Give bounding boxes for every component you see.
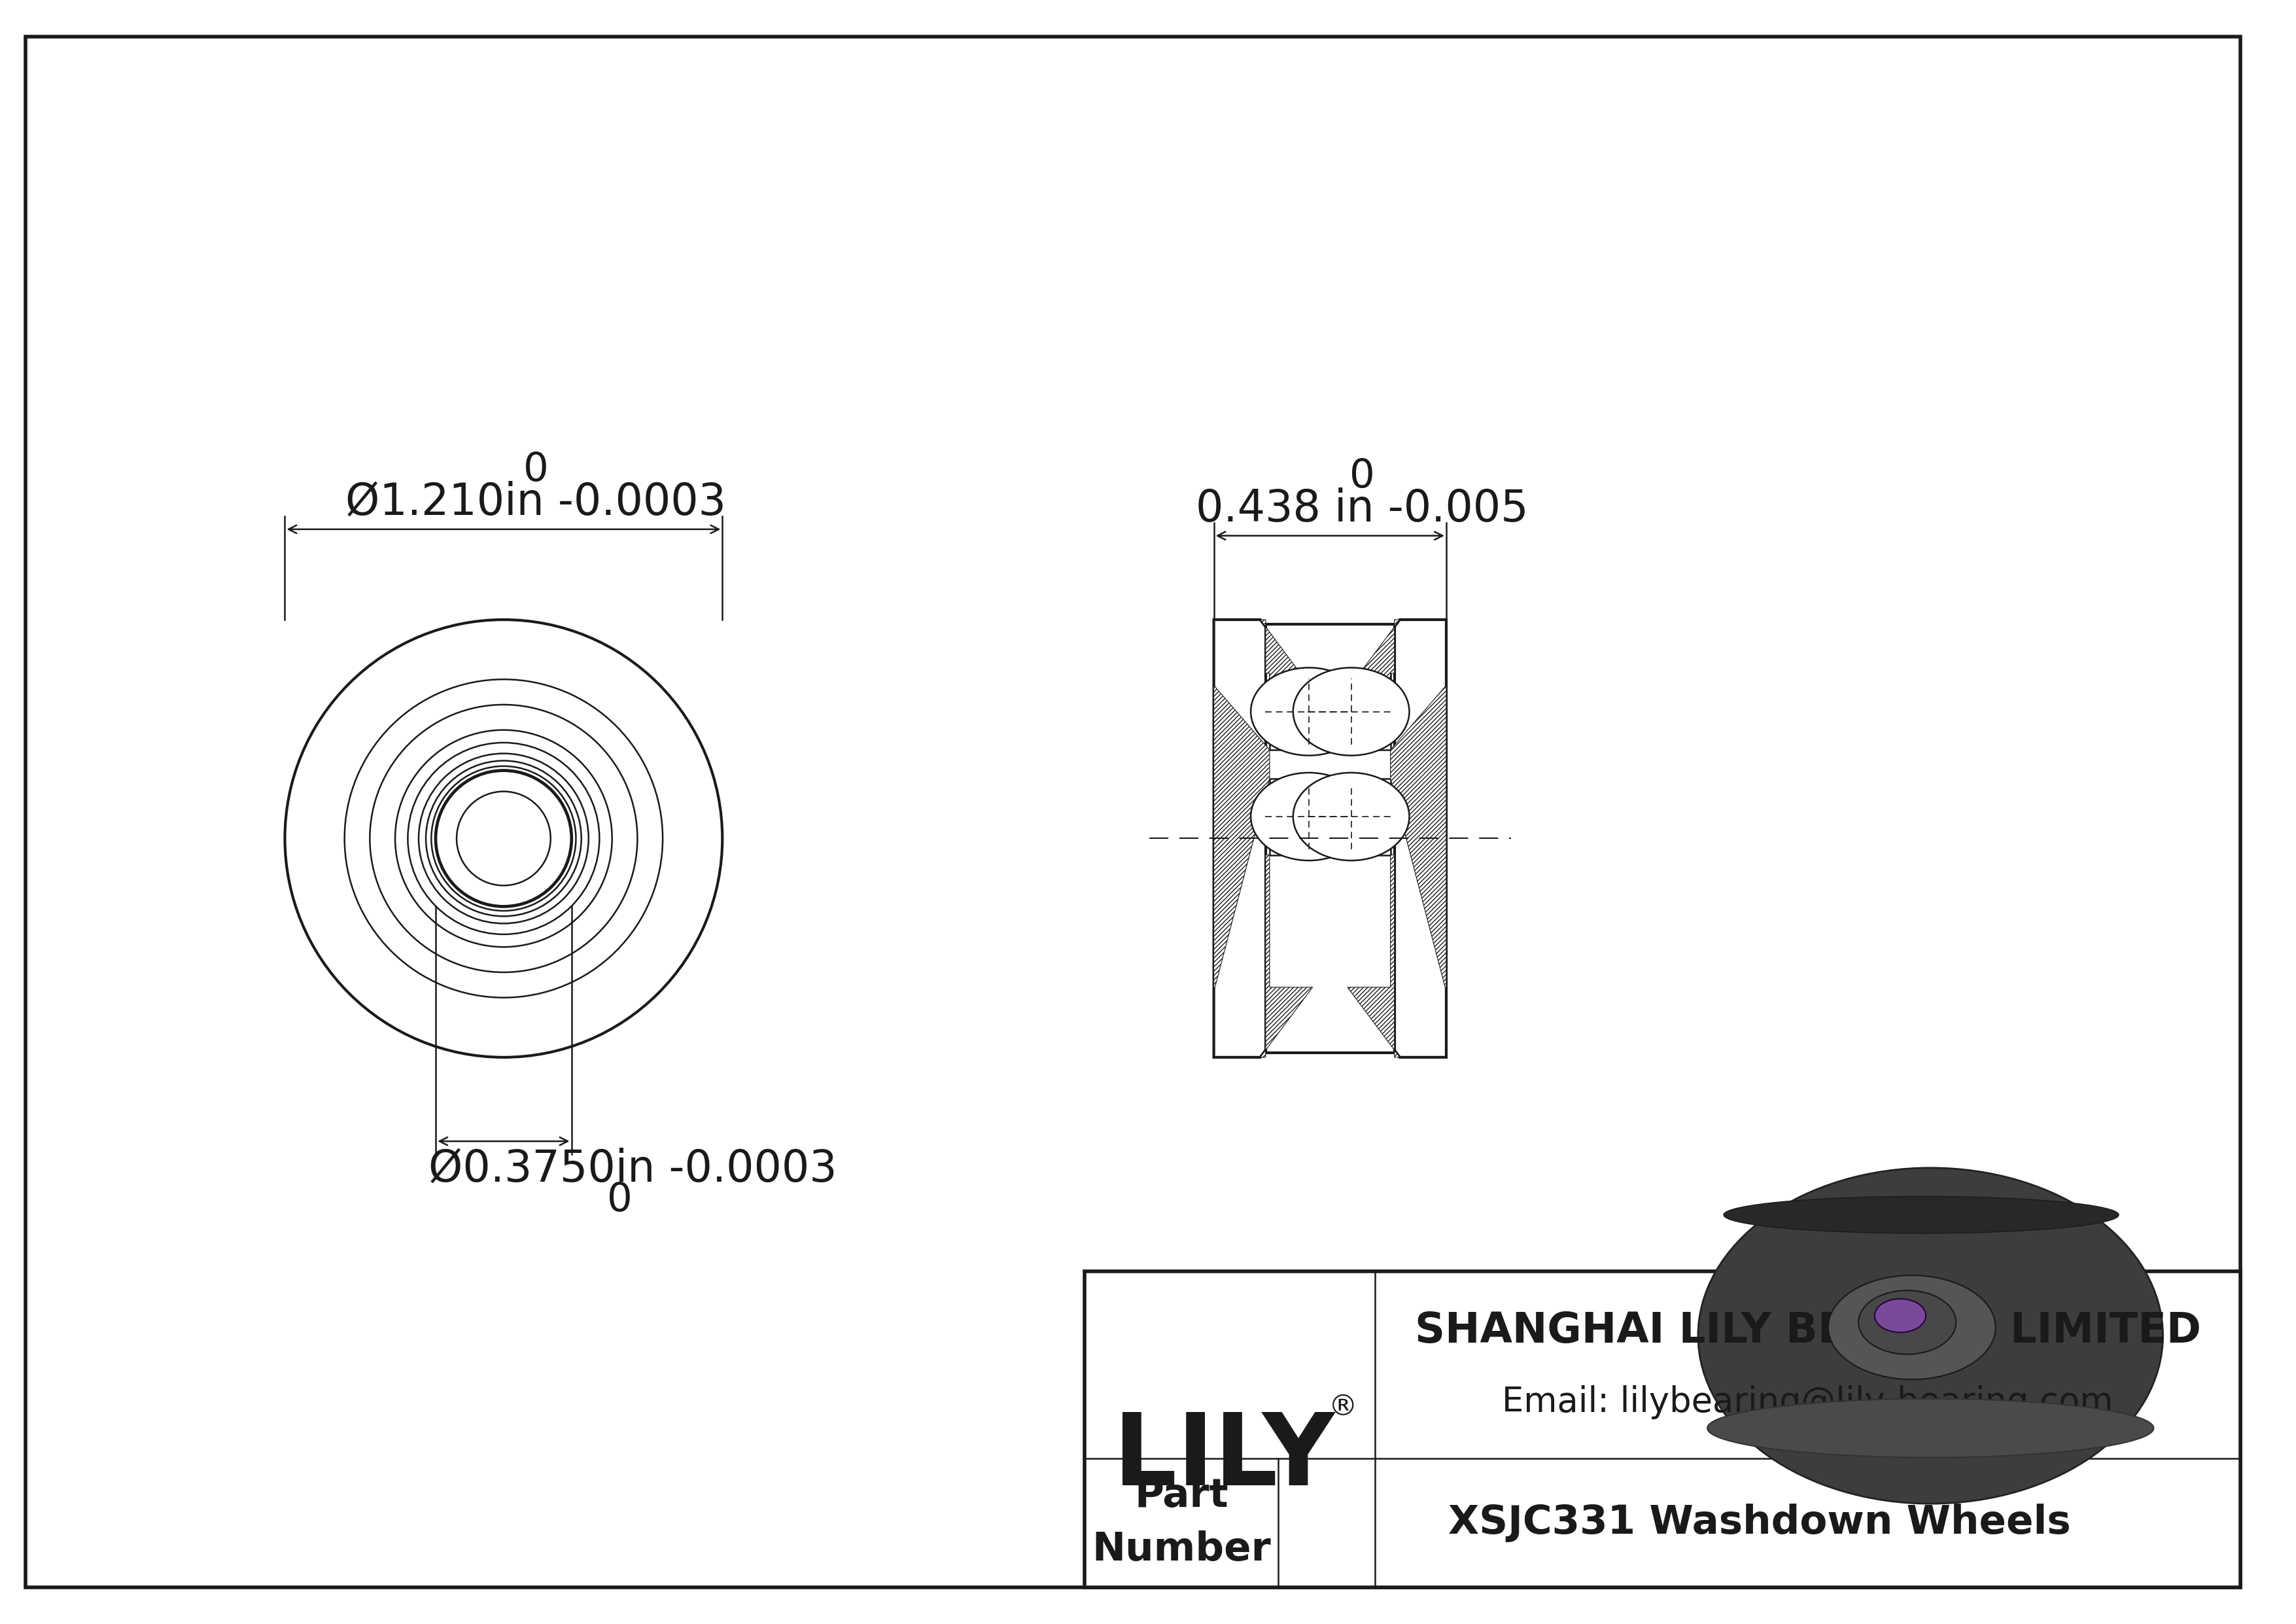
Text: XSJC331 Washdown Wheels: XSJC331 Washdown Wheels (1449, 1504, 2071, 1543)
Ellipse shape (1724, 1197, 2119, 1233)
Text: 0: 0 (523, 450, 549, 489)
Polygon shape (1215, 685, 1270, 992)
Bar (1270, 674, 1391, 750)
Bar (1265, 624, 1394, 1052)
Text: Ø1.210in -0.0003: Ø1.210in -0.0003 (344, 481, 726, 525)
Ellipse shape (1699, 1168, 2163, 1504)
Polygon shape (1348, 854, 1401, 1057)
Text: Email: lilybearing@lily-bearing.com: Email: lilybearing@lily-bearing.com (1502, 1385, 2115, 1419)
Polygon shape (1215, 620, 1446, 1057)
Polygon shape (1391, 685, 1446, 992)
Ellipse shape (1293, 773, 1410, 861)
Ellipse shape (1876, 1299, 1926, 1332)
Ellipse shape (1857, 1291, 1956, 1354)
Polygon shape (1261, 854, 1313, 1057)
Text: SHANGHAI LILY BEARING LIMITED: SHANGHAI LILY BEARING LIMITED (1414, 1311, 2202, 1351)
Ellipse shape (1293, 667, 1410, 755)
Polygon shape (1261, 620, 1313, 690)
Ellipse shape (1708, 1398, 2154, 1457)
Bar (1270, 778, 1391, 854)
Ellipse shape (1828, 1275, 1995, 1379)
Text: 0.438 in -0.005: 0.438 in -0.005 (1196, 487, 1529, 531)
Text: Ø0.3750in -0.0003: Ø0.3750in -0.0003 (429, 1148, 838, 1190)
Text: LILY: LILY (1114, 1410, 1334, 1507)
Polygon shape (1348, 620, 1401, 690)
Ellipse shape (1251, 773, 1366, 861)
Text: 0: 0 (1350, 456, 1375, 495)
Text: 0: 0 (606, 1181, 631, 1220)
Text: ®: ® (1329, 1393, 1357, 1421)
Ellipse shape (1251, 667, 1366, 755)
Bar (1084, 1272, 2241, 1588)
Text: Part
Number: Part Number (1093, 1476, 1272, 1569)
